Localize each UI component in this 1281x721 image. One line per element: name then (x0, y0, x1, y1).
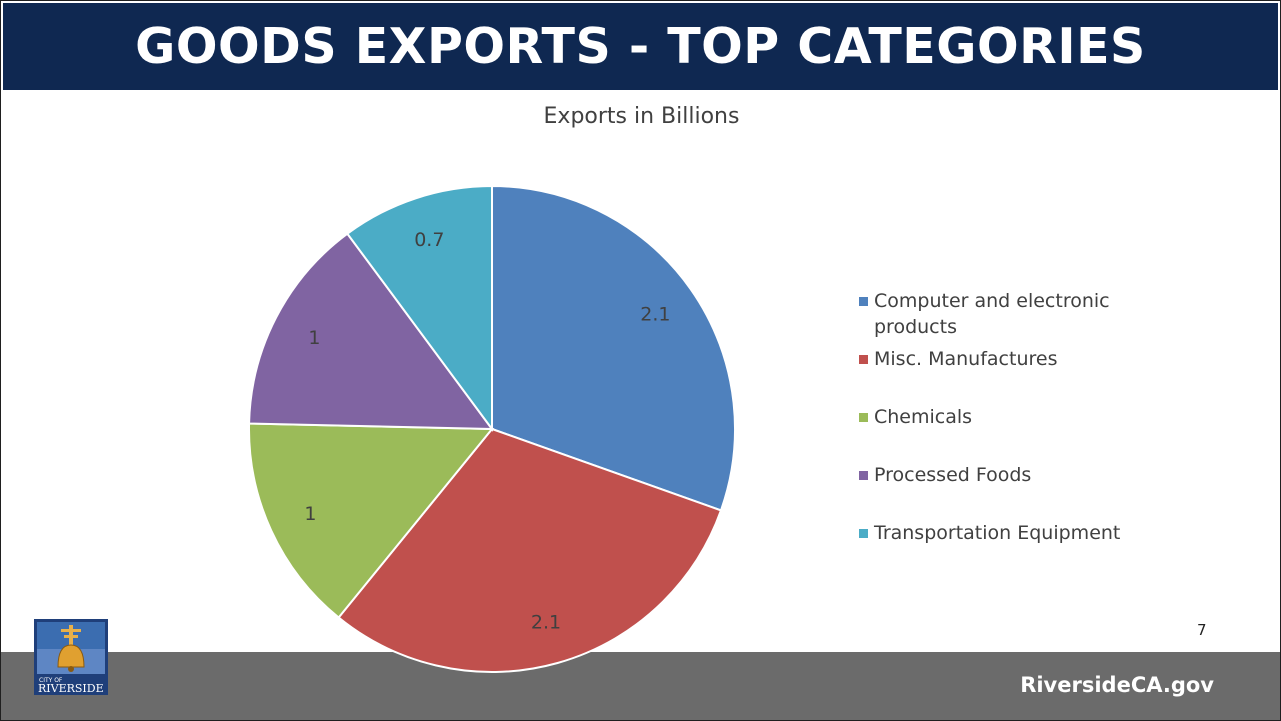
legend-swatch (859, 413, 868, 422)
data-label: 1 (304, 503, 316, 525)
title-bar: GOODS EXPORTS - TOP CATEGORIES (3, 3, 1278, 90)
data-label: 2.1 (640, 304, 670, 326)
pie-slice (248, 422, 495, 619)
legend-label: Computer and electronic products (874, 290, 1110, 338)
legend-item: Computer and electronic products (859, 288, 1154, 340)
chart-title: Exports in Billions (543, 104, 740, 129)
pie-slice (345, 184, 493, 433)
legend-swatch (859, 529, 868, 538)
legend-label: Chemicals (874, 406, 973, 428)
logo-city-text: CITY OF (39, 677, 63, 684)
legend-item: Transportation Equipment (859, 520, 1154, 546)
slide-title: GOODS EXPORTS - TOP CATEGORIES (135, 18, 1146, 75)
legend-swatch (859, 355, 868, 364)
data-label: 2.1 (531, 612, 561, 634)
data-label: 0.7 (414, 229, 444, 251)
pie-slice (248, 232, 495, 431)
city-logo: CITY OF RIVERSIDE (34, 619, 108, 695)
legend-label: Misc. Manufactures (874, 348, 1058, 370)
legend-swatch (859, 297, 868, 306)
legend-swatch (859, 471, 868, 480)
pie-slice (337, 427, 723, 673)
footer-bar (1, 652, 1280, 720)
page-number: 7 (1197, 621, 1207, 639)
legend-label: Processed Foods (874, 464, 1032, 486)
legend-item: Processed Foods (859, 462, 1154, 488)
footer-url[interactable]: RiversideCA.gov (1020, 673, 1214, 697)
legend-item: Chemicals (859, 404, 1154, 430)
data-label: 1 (308, 327, 320, 349)
logo-riverside-text: RIVERSIDE (38, 682, 104, 695)
pie-slice (491, 184, 736, 512)
legend-item: Misc. Manufactures (859, 346, 1154, 372)
legend-label: Transportation Equipment (874, 522, 1121, 544)
